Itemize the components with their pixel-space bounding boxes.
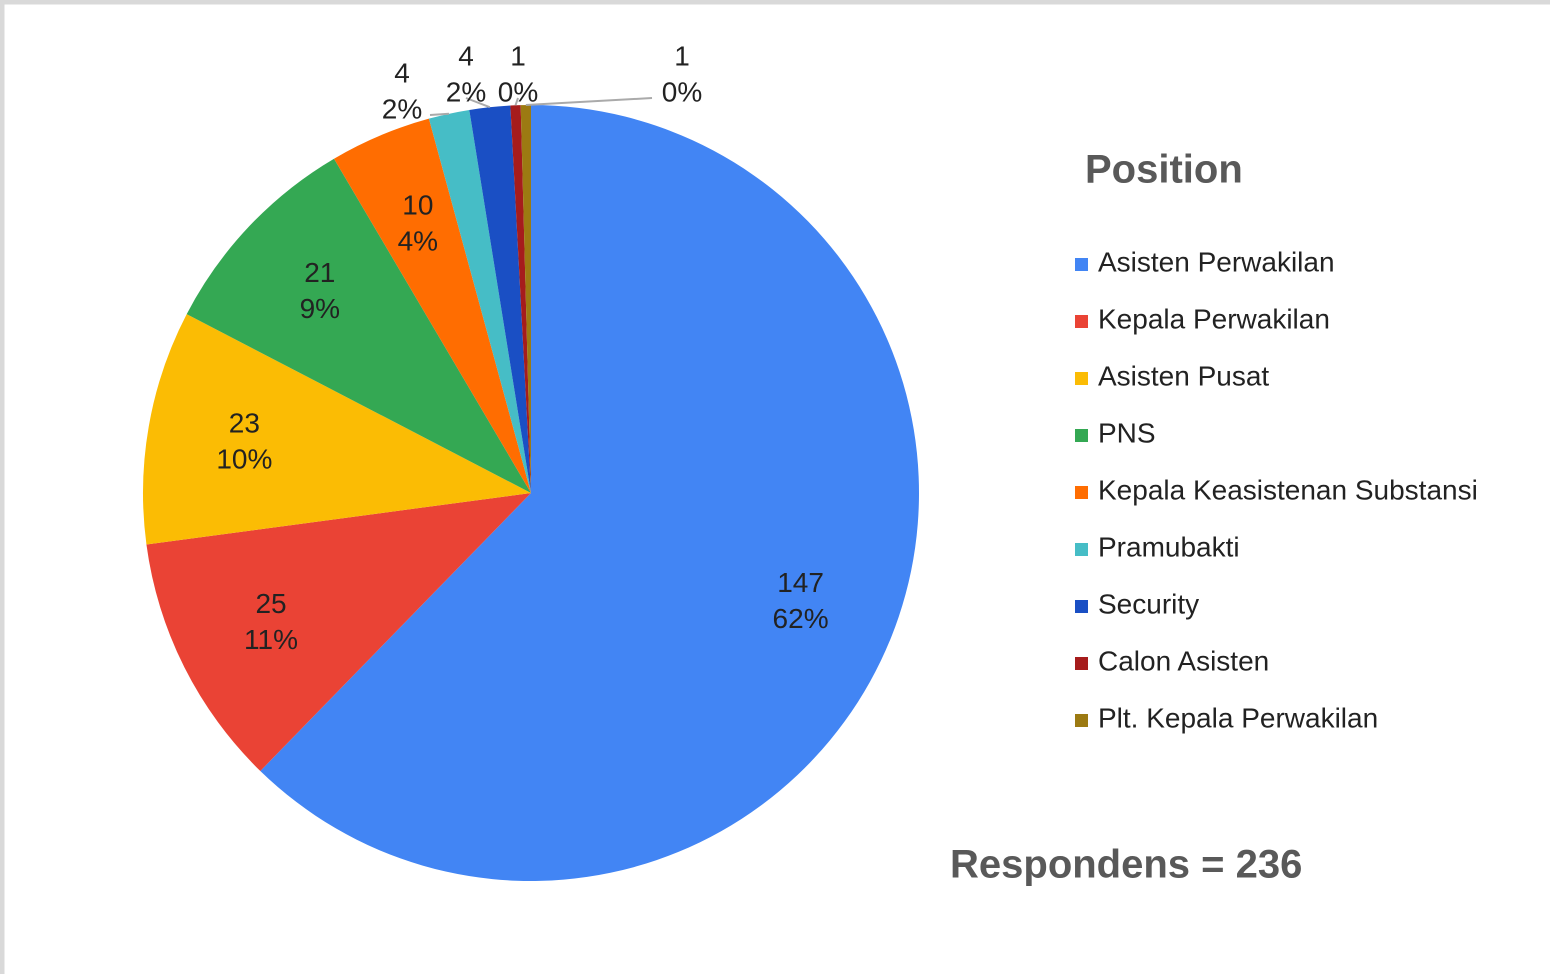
data-label-percent: 0% xyxy=(662,76,702,107)
data-label: 1 xyxy=(510,40,526,71)
pie-slice xyxy=(143,314,532,545)
legend-label: Security xyxy=(1098,588,1199,619)
data-label-percent: 2% xyxy=(446,76,486,107)
legend-label: Asisten Pusat xyxy=(1098,360,1269,391)
leader-line xyxy=(525,97,653,107)
legend-label: Kepala Keasistenan Substansi xyxy=(1098,474,1478,505)
leader-line xyxy=(514,97,519,106)
legend-label: Asisten Perwakilan xyxy=(1098,246,1335,277)
data-label: 25 xyxy=(255,588,286,619)
leader-line xyxy=(429,112,450,116)
data-label: 4 xyxy=(458,40,474,71)
annotation: Respondens = 236 xyxy=(950,843,1302,887)
data-label-percent: 10% xyxy=(216,443,272,474)
pie-slice xyxy=(469,105,531,493)
pie-slice xyxy=(146,493,531,771)
legend-swatch xyxy=(1075,315,1088,328)
pie-slice xyxy=(520,105,531,493)
data-label: 1 xyxy=(674,40,690,71)
legend-label: Plt. Kepala Perwakilan xyxy=(1098,702,1378,733)
legend-label: Pramubakti xyxy=(1098,531,1240,562)
data-label: 10 xyxy=(402,189,433,220)
data-label-percent: 0% xyxy=(498,76,538,107)
legend-swatch xyxy=(1075,600,1088,613)
data-label: 4 xyxy=(394,57,410,88)
leader-line xyxy=(465,97,491,109)
data-label: 147 xyxy=(777,567,824,598)
legend-label: Kepala Perwakilan xyxy=(1098,303,1330,334)
legend-label: PNS xyxy=(1098,417,1156,448)
pie-slice xyxy=(186,158,531,493)
pie-slice xyxy=(510,105,531,493)
legend-label: Calon Asisten xyxy=(1098,645,1269,676)
pie-slice xyxy=(334,118,531,493)
data-label-percent: 2% xyxy=(382,93,422,124)
legend-swatch xyxy=(1075,657,1088,670)
legend-swatch xyxy=(1075,429,1088,442)
legend-swatch xyxy=(1075,714,1088,727)
legend-swatch xyxy=(1075,486,1088,499)
pie-slice xyxy=(260,105,919,881)
data-label-percent: 9% xyxy=(300,293,340,324)
legend-title: Position xyxy=(1085,148,1243,192)
legend-swatch xyxy=(1075,543,1088,556)
legend-swatch xyxy=(1075,372,1088,385)
data-label: 23 xyxy=(229,407,260,438)
data-label-percent: 11% xyxy=(244,624,298,655)
data-label-percent: 62% xyxy=(773,603,829,634)
pie-slice xyxy=(428,109,531,493)
data-label-percent: 4% xyxy=(398,225,438,256)
data-label: 21 xyxy=(304,257,335,288)
legend-swatch xyxy=(1075,258,1088,271)
